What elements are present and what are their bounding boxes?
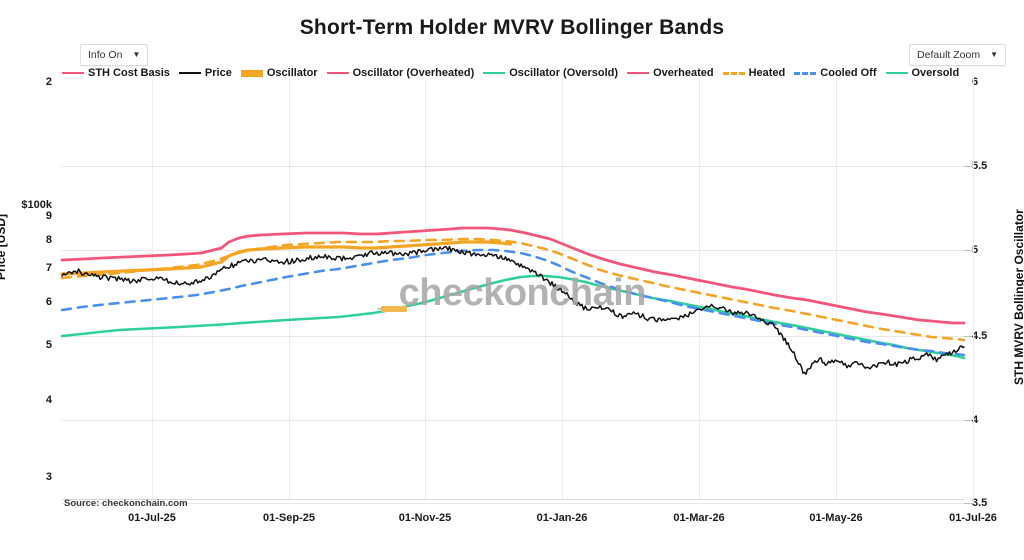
gridline-horizontal <box>62 503 964 504</box>
gridline-horizontal <box>62 420 964 421</box>
y-tick-left: 7 <box>45 262 52 274</box>
x-tick: 01-Jan-26 <box>536 512 588 524</box>
legend-swatch-icon <box>722 71 745 75</box>
y-tick-right: 4.5 <box>972 330 988 342</box>
gridline-vertical <box>562 78 563 500</box>
series-oscillator <box>60 240 513 276</box>
legend-item[interactable]: Oscillator (Overheated) <box>326 67 475 79</box>
y-tick-mark <box>964 250 972 251</box>
chevron-down-icon: ▼ <box>990 50 998 59</box>
x-tick: 01-Jul-26 <box>949 512 997 524</box>
y-tick-left: 4 <box>45 394 52 406</box>
y-tick-left: 8 <box>45 234 52 246</box>
x-axis-line <box>62 499 964 500</box>
series-sth-cost-basis <box>60 226 966 325</box>
legend-item[interactable]: Price <box>178 67 232 79</box>
gridline-vertical <box>973 78 974 500</box>
legend-item-label: Cooled Off <box>820 67 877 79</box>
legend-swatch-icon <box>627 72 650 74</box>
y-tick-mark <box>964 336 972 337</box>
legend-item[interactable]: Oscillator <box>240 67 318 79</box>
y-tick-left: 3 <box>45 471 52 483</box>
series-price <box>61 245 965 376</box>
series-layer <box>60 226 966 376</box>
legend-item-label: Price <box>204 67 232 79</box>
series-oversold <box>60 274 966 360</box>
legend-swatch-icon <box>240 69 263 77</box>
legend-swatch-icon <box>326 72 349 74</box>
chevron-down-icon: ▼ <box>132 50 141 59</box>
legend-item-label: Oscillator (Overheated) <box>352 67 475 79</box>
legend-item-label: STH Cost Basis <box>88 67 170 79</box>
legend-swatch-icon <box>885 72 908 74</box>
legend-item-label: Oscillator (Oversold) <box>509 67 619 79</box>
y-tick-mark <box>964 166 972 167</box>
y-tick-right: 4 <box>972 414 979 426</box>
chart-legend: STH Cost Basis Price Oscillator Oscillator … <box>62 62 982 84</box>
gridline-vertical <box>152 78 153 500</box>
y-tick-mark <box>964 503 972 504</box>
legend-item[interactable]: Heated <box>722 67 786 79</box>
gridline-vertical <box>425 78 426 500</box>
y-tick-left: 5 <box>45 339 52 351</box>
source-label: Source: checkonchain.com <box>64 498 188 509</box>
info-dropdown-label: Info On <box>88 49 123 61</box>
info-dropdown[interactable]: Info On ▼ <box>80 44 149 66</box>
series-cooled-off <box>60 248 966 357</box>
legend-item-label: Heated <box>748 67 786 79</box>
legend-item-label: Oversold <box>911 67 960 79</box>
zoom-dropdown-label: Default Zoom <box>917 49 981 61</box>
x-tick: 01-May-26 <box>809 512 863 524</box>
y-tick-right: 6 <box>972 76 979 88</box>
gridline-vertical <box>699 78 700 500</box>
legend-item-label: Oscillator <box>266 67 318 79</box>
plot-area <box>60 78 974 504</box>
legend-item[interactable]: Oversold <box>885 67 960 79</box>
watermark-dash <box>381 306 407 312</box>
x-tick: 01-Mar-26 <box>673 512 725 524</box>
page-title: Short-Term Holder MVRV Bollinger Bands <box>299 16 725 39</box>
y-tick-right: 5.5 <box>972 160 988 172</box>
legend-swatch-icon <box>483 72 506 74</box>
zoom-dropdown[interactable]: Default Zoom ▼ <box>909 44 1006 66</box>
legend-swatch-icon <box>62 72 84 74</box>
gridline-horizontal <box>62 250 964 251</box>
legend-item-label: Overheated <box>653 67 714 79</box>
legend-item[interactable]: Oscillator (Oversold) <box>483 67 618 79</box>
legend-swatch-icon <box>178 72 201 74</box>
gridline-vertical <box>836 78 837 500</box>
y-tick-left: 6 <box>45 296 52 308</box>
x-tick: 01-Sep-25 <box>263 512 315 524</box>
gridline-horizontal <box>62 166 964 167</box>
y-tick-right: 5 <box>972 244 979 256</box>
y-tick-left: 9 <box>45 210 52 222</box>
gridline-vertical <box>289 78 290 500</box>
y-tick-right: 3.5 <box>972 497 988 509</box>
x-tick: 01-Jul-25 <box>128 512 176 524</box>
x-tick: 01-Nov-25 <box>398 512 452 524</box>
y-tick-mark <box>964 420 972 421</box>
y-tick-left: $100k <box>21 199 52 211</box>
y-axis-right-title: STH MVRV Bollinger Oscillator <box>1012 209 1024 385</box>
legend-item[interactable]: Overheated <box>627 67 714 79</box>
y-tick-left: 2 <box>45 76 52 88</box>
legend-item[interactable]: STH Cost Basis <box>62 67 170 79</box>
legend-item[interactable]: Cooled Off <box>794 67 877 79</box>
legend-swatch-icon <box>794 71 817 75</box>
gridline-horizontal <box>62 336 964 337</box>
